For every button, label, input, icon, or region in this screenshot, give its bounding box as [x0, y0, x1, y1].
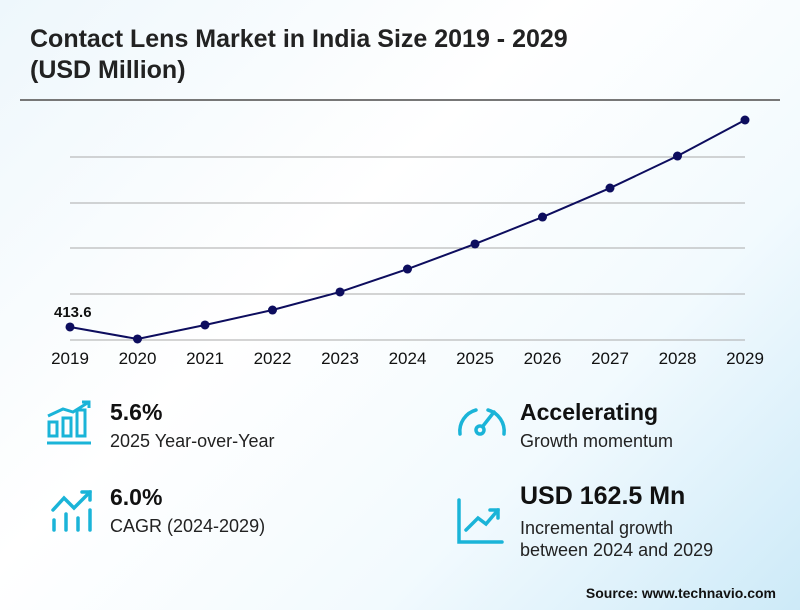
cagr-value: 6.0%	[110, 484, 163, 510]
momentum-label: Growth momentum	[520, 431, 674, 451]
x-tick-label: 2023	[321, 349, 359, 368]
x-tick-label: 2027	[591, 349, 629, 368]
momentum-value: Accelerating	[520, 399, 659, 425]
source-text: Source: www.technavio.com	[585, 585, 776, 601]
trend-up-icon	[51, 490, 92, 532]
data-point-2021	[200, 320, 210, 330]
line-chart-icon	[457, 498, 504, 544]
data-point-2028	[673, 151, 682, 161]
x-tick-label: 2029	[726, 349, 764, 368]
series-line	[69, 119, 746, 341]
x-tick-label: 2025	[456, 349, 494, 368]
data-point-2024	[403, 264, 412, 274]
x-tick-label: 2019	[51, 349, 89, 368]
data-point-2029	[740, 115, 750, 125]
data-point-2027	[605, 183, 615, 193]
incremental-value: USD 162.5 Mn	[520, 482, 686, 510]
x-tick-label: 2026	[524, 349, 562, 368]
x-tick-label: 2028	[659, 349, 697, 368]
chart-title: Contact Lens Market in India Size 2019 -…	[30, 24, 568, 86]
cagr-label: CAGR (2024-2029)	[110, 516, 266, 536]
data-point-2020	[133, 334, 142, 344]
incremental-label-1: Incremental growth	[520, 518, 674, 538]
x-tick-label: 2021	[186, 349, 224, 368]
incremental-label-2: between 2024 and 2029	[520, 540, 714, 560]
data-label: 413.6	[54, 304, 92, 321]
x-tick-label: 2024	[389, 349, 427, 368]
title-line-2: (USD Million)	[30, 56, 186, 84]
data-point-2026	[538, 212, 547, 222]
data-point-2025	[470, 239, 480, 249]
data-point-2022	[268, 305, 277, 315]
title-divider	[20, 99, 780, 101]
yoy-label: 2025 Year-over-Year	[110, 431, 275, 451]
bar-chart-growth-icon	[47, 400, 91, 445]
data-point-2019	[65, 322, 75, 332]
data-point-2023	[335, 287, 345, 297]
speedometer-icon	[458, 408, 506, 436]
title-line-1: Contact Lens Market in India Size 2019 -…	[30, 25, 568, 53]
yoy-value: 5.6%	[110, 399, 163, 425]
line-chart: 2019 413.6 2020 2021 2022 2023 2024 2025 2026 202…	[51, 115, 764, 368]
x-tick-label: 2022	[254, 349, 292, 368]
x-tick-label: 2020	[119, 349, 157, 368]
